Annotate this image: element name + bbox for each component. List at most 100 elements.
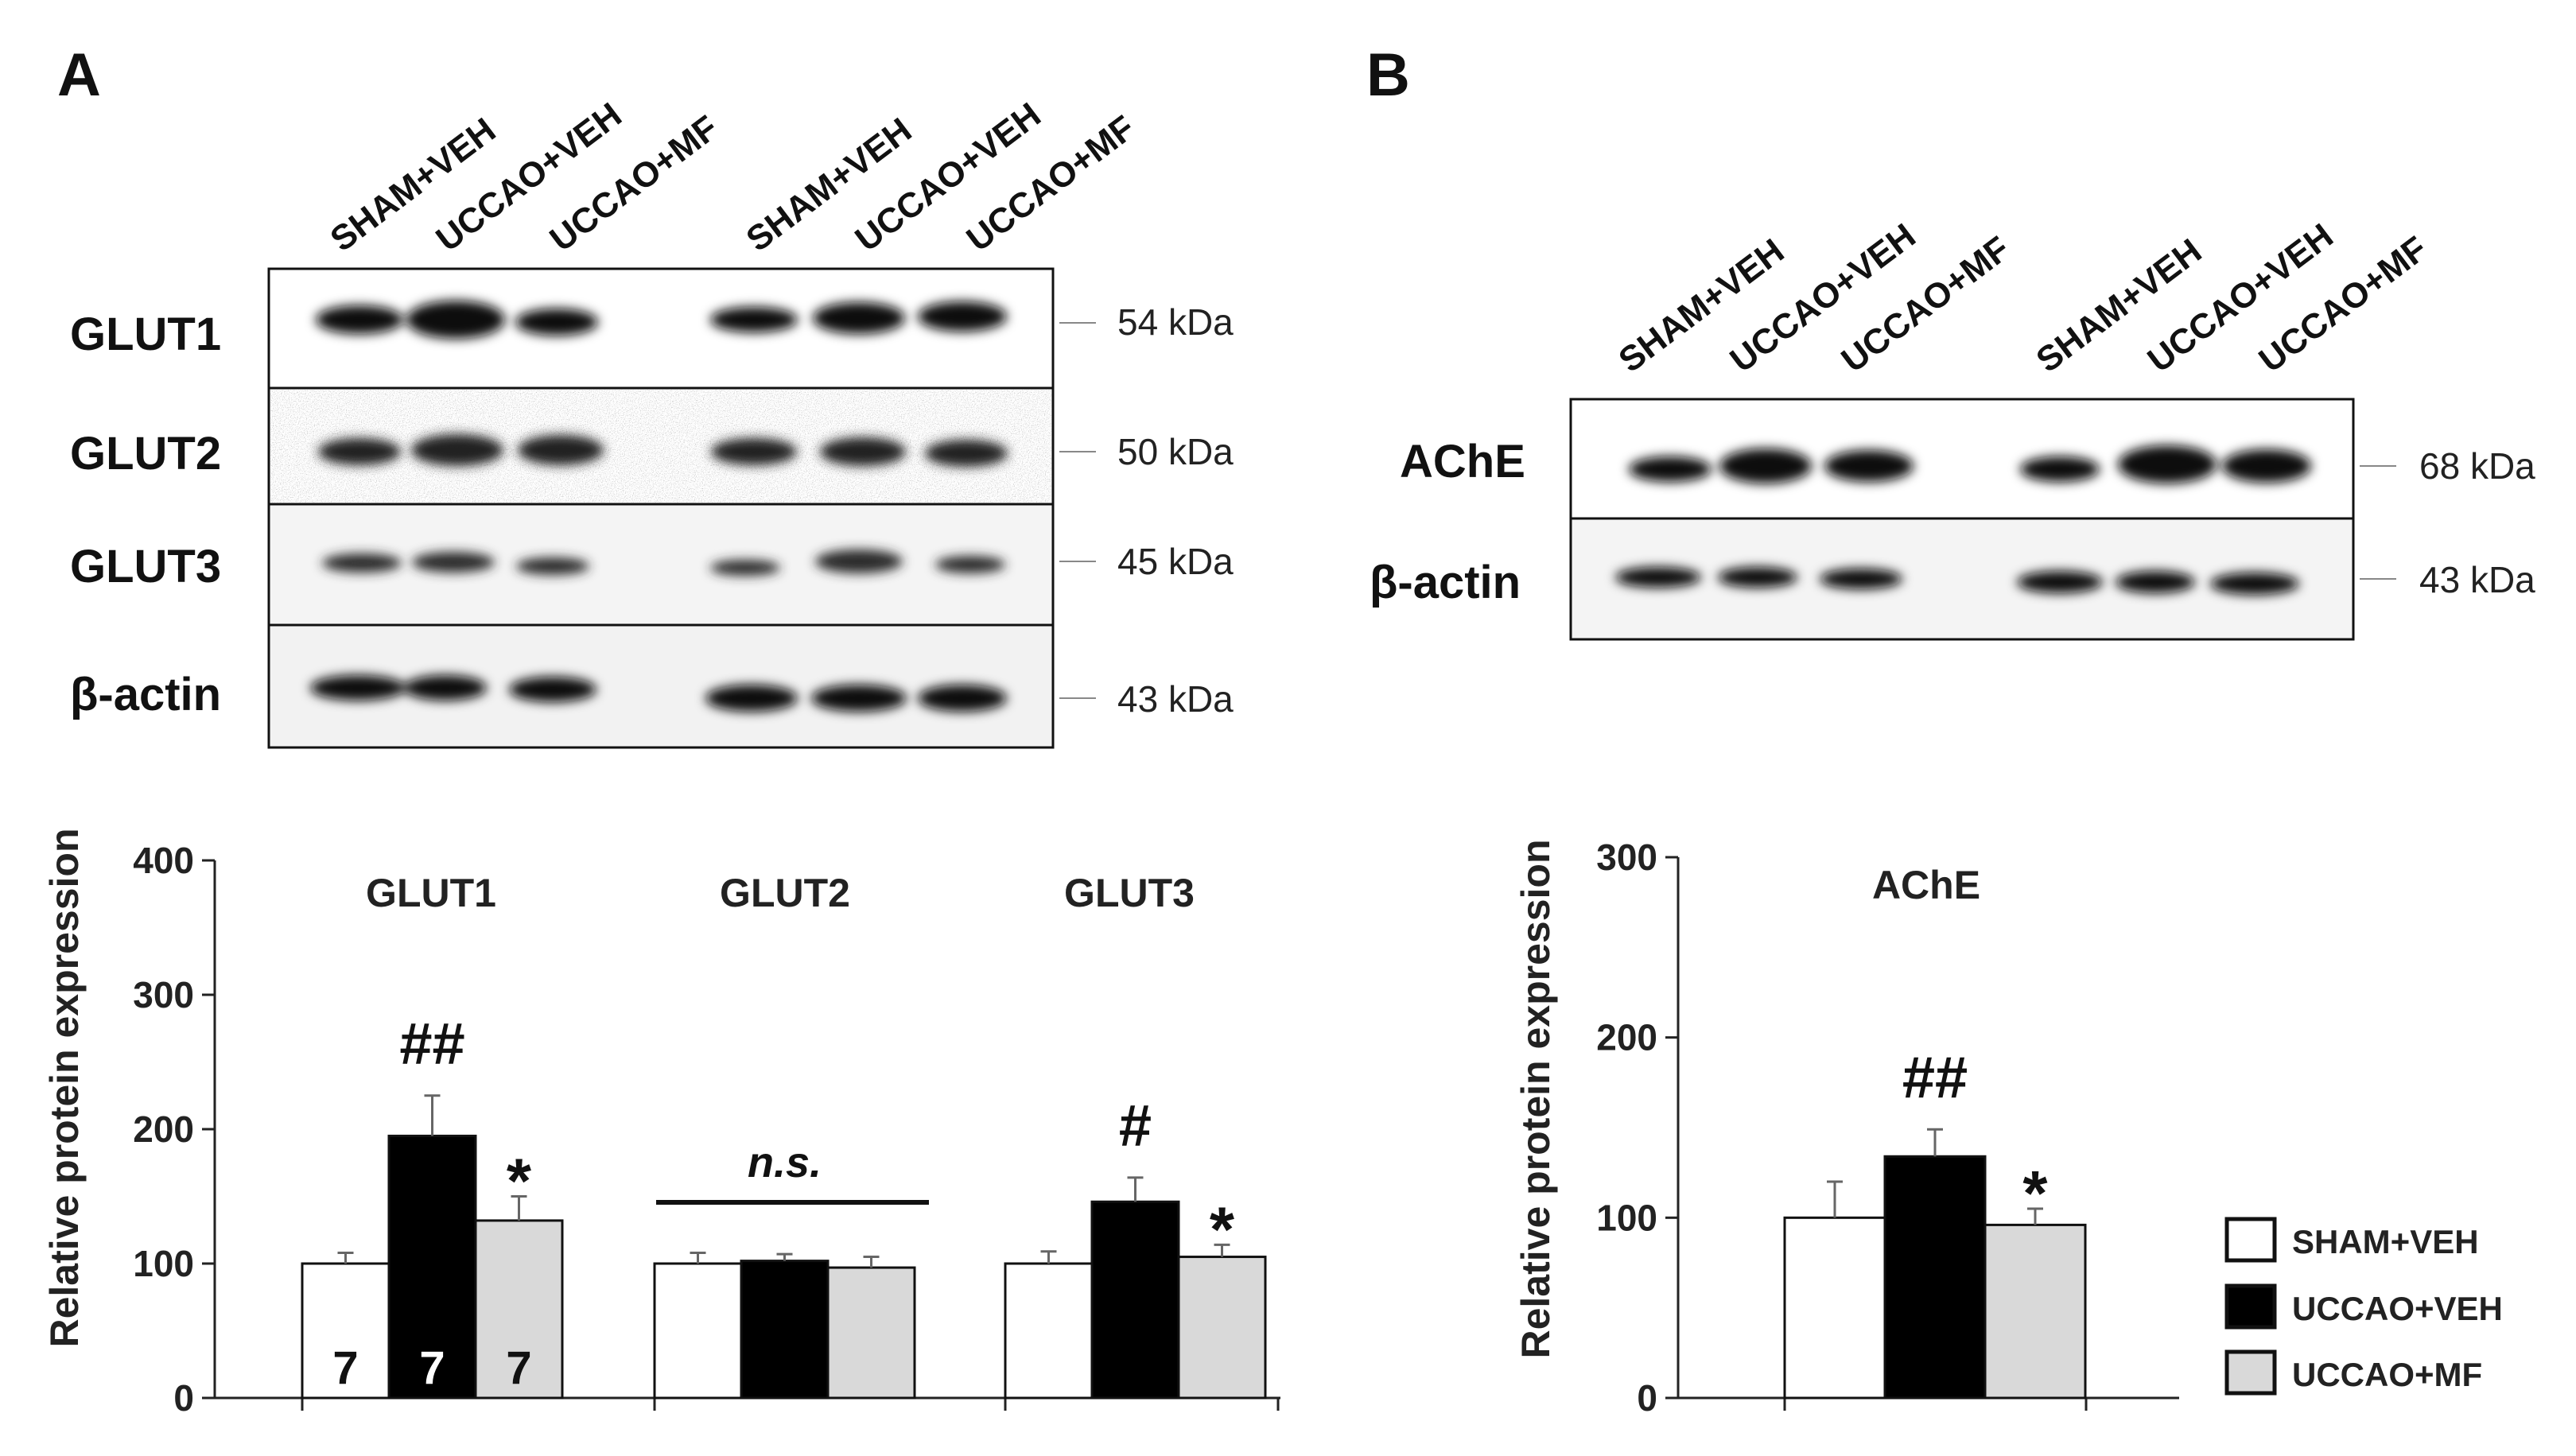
category-label: GLUT1	[366, 871, 496, 915]
chart-a: Relative protein expression GLUT1 GLUT2 …	[42, 828, 1280, 1419]
band	[318, 438, 401, 465]
band	[710, 307, 798, 332]
panel-b-blots	[1569, 398, 2355, 641]
band	[1719, 448, 1812, 483]
lane-label: UCCAO+VEH	[1723, 216, 1923, 380]
y-tick-label: 300	[133, 974, 194, 1015]
y-tick-label: 400	[133, 840, 194, 881]
blot-label-beta-actin: β-actin	[70, 669, 221, 720]
bar	[474, 1219, 564, 1400]
y-tick-label: 200	[133, 1109, 194, 1150]
annotation: n.s.	[748, 1139, 822, 1186]
y-axis-label: Relative protein expression	[42, 828, 87, 1347]
blot-label-glut2: GLUT2	[70, 428, 221, 480]
panel-a-lane-labels: SHAM+VEH UCCAO+VEH UCCAO+MF SHAM+VEH UCC…	[324, 95, 1143, 259]
bar	[301, 1262, 390, 1400]
mw-label: 43 kDa	[1117, 678, 1234, 720]
category-label: GLUT2	[720, 871, 850, 915]
band	[2222, 449, 2311, 483]
legend-label: UCCAO+MF	[2292, 1356, 2482, 1393]
panel-b-mw-markers	[2360, 465, 2396, 580]
legend: SHAM+VEH UCCAO+VEH UCCAO+MF	[2224, 1217, 2503, 1396]
bar	[1004, 1262, 1094, 1400]
lane-label: UCCAO+VEH	[2141, 216, 2341, 380]
band	[935, 556, 1005, 573]
band	[925, 440, 1008, 467]
band	[1824, 450, 1914, 482]
legend-swatch-uccao-mf	[2224, 1349, 2277, 1396]
mw-label: 54 kDa	[1117, 301, 1234, 343]
legend-swatch-sham-veh	[2224, 1217, 2277, 1263]
panel-a-letter: A	[57, 41, 101, 109]
y-tick-label: 100	[1596, 1197, 1657, 1238]
bar	[740, 1260, 830, 1400]
blot-label-glut1: GLUT1	[70, 309, 221, 360]
panel-a-blot-labels: GLUT1 GLUT2 GLUT3 β-actin	[70, 309, 221, 720]
annotation: *	[2022, 1158, 2048, 1229]
blot-glut1	[267, 267, 1055, 390]
blot-label-ache: AChE	[1400, 436, 1525, 487]
mw-label: 43 kDa	[2419, 559, 2535, 600]
band	[310, 675, 406, 701]
band	[2116, 571, 2195, 593]
band	[1820, 569, 1902, 589]
y-tick-label: 300	[1596, 837, 1657, 878]
band	[711, 438, 797, 465]
annotation: *	[1210, 1194, 1235, 1264]
band	[1615, 567, 1701, 588]
band	[2020, 456, 2100, 482]
n-label: 7	[419, 1342, 445, 1394]
band	[518, 435, 604, 465]
band	[404, 675, 487, 701]
band	[918, 685, 1007, 712]
band	[515, 309, 598, 336]
band	[2017, 571, 2103, 593]
category-label: AChE	[1872, 863, 1980, 907]
legend-label: SHAM+VEH	[2292, 1223, 2479, 1260]
legend-swatch-uccao-veh	[2224, 1283, 2277, 1330]
band	[813, 302, 905, 334]
band	[509, 677, 596, 702]
blot-noise	[270, 390, 1051, 503]
band	[412, 552, 495, 573]
mw-label: 68 kDa	[2419, 445, 2535, 487]
chart-b: Relative protein expression AChE 0 100 200…	[1513, 837, 2179, 1419]
panel-b-lane-labels: SHAM+VEH UCCAO+VEH UCCAO+MF SHAM+VEH UCC…	[1612, 216, 2435, 380]
bar	[1983, 1223, 2087, 1400]
n-label: 7	[506, 1342, 531, 1394]
band	[316, 305, 403, 334]
annotation: #	[1119, 1093, 1152, 1159]
category-label: GLUT3	[1064, 871, 1195, 915]
annotation: *	[507, 1146, 532, 1217]
panel-b-letter: B	[1366, 41, 1410, 109]
y-axis-label: Relative protein expression	[1513, 839, 1558, 1358]
band	[322, 553, 402, 573]
y-tick-label: 200	[1596, 1017, 1657, 1058]
panel-a-blots	[267, 267, 1055, 749]
band	[918, 301, 1007, 332]
band	[820, 437, 906, 466]
y-tick-label: 0	[1637, 1377, 1657, 1419]
bar	[1883, 1155, 1987, 1400]
band	[811, 685, 907, 712]
panel-a-mw-markers	[1059, 322, 1096, 699]
y-tick-label: 100	[133, 1243, 194, 1284]
n-label: 7	[332, 1342, 358, 1394]
annotation: ##	[1902, 1044, 1968, 1110]
band	[411, 434, 503, 466]
bar	[1783, 1216, 1886, 1400]
lane-label: UCCAO+VEH	[849, 95, 1048, 259]
band	[2210, 573, 2299, 595]
blot-label-glut3: GLUT3	[70, 541, 221, 592]
mw-label: 45 kDa	[1117, 541, 1234, 582]
blot-ache	[1569, 398, 2355, 520]
band	[1629, 456, 1712, 482]
band	[516, 557, 589, 575]
band	[1718, 567, 1797, 588]
band	[2118, 445, 2217, 483]
bar	[1177, 1256, 1267, 1400]
bar	[826, 1266, 916, 1400]
legend-label: UCCAO+VEH	[2292, 1290, 2503, 1327]
bar	[1090, 1200, 1180, 1400]
